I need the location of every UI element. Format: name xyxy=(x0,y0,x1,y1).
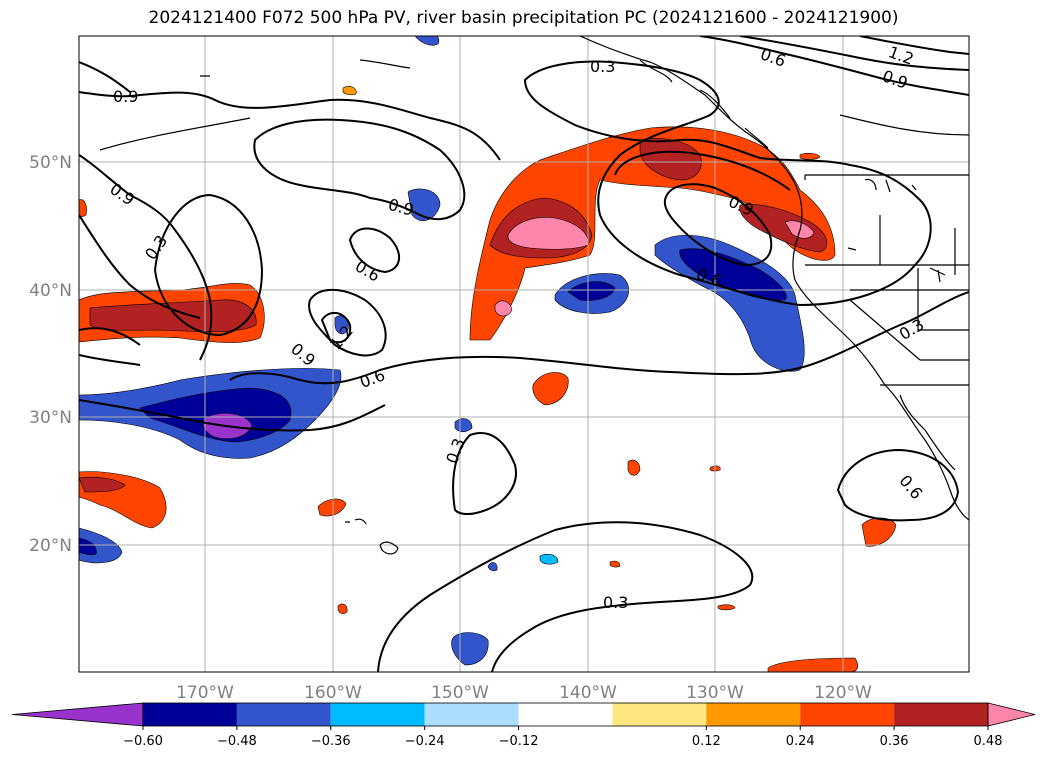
negative-anomaly-small-8 xyxy=(487,562,498,572)
lon-label: 130°W xyxy=(686,683,744,703)
positive-anomaly-peak-2 xyxy=(494,300,513,317)
negative-anomaly-small-4 xyxy=(334,315,349,335)
positive-anomaly-small-10 xyxy=(337,603,348,614)
colorbar-segment xyxy=(800,703,895,726)
positive-anomaly-peak-3 xyxy=(784,220,815,239)
colorbar-segment xyxy=(894,703,988,726)
positive-anomaly-small-4 xyxy=(861,517,897,547)
longitude-labels: 170°W 160°W 150°W 140°W 130°W 120°W xyxy=(176,683,872,703)
lon-label: 160°W xyxy=(304,683,362,703)
positive-anomaly-small-13 xyxy=(609,560,621,568)
colorbar-border xyxy=(142,702,989,727)
lat-label: 50°N xyxy=(29,153,72,173)
positive-anomaly-small-9 xyxy=(799,152,821,160)
colorbar-tick-label: 0.24 xyxy=(786,734,815,749)
positive-anomaly-region-ne-pacific xyxy=(469,126,836,341)
colorbar-tick-label: 0.36 xyxy=(880,734,909,749)
map-border xyxy=(78,35,970,673)
lon-label: 140°W xyxy=(559,683,617,703)
colorbar-tick-label: 0.48 xyxy=(974,734,1003,749)
lon-label: 120°W xyxy=(814,683,872,703)
colorbar-segment xyxy=(612,703,707,726)
colorbar-tick-label: −0.24 xyxy=(405,734,445,749)
colorbar-tick-label: −0.36 xyxy=(311,734,351,749)
colorbar-extend-max xyxy=(987,702,1036,727)
colorbar-segment xyxy=(706,703,801,726)
contour-label: 0.3 xyxy=(603,593,628,612)
colorbar-extend-min xyxy=(11,702,144,727)
colorbar-segment xyxy=(236,703,331,726)
negative-anomaly-small-2-core xyxy=(79,537,97,556)
pv-contours xyxy=(79,36,969,672)
lon-label: 150°W xyxy=(431,683,489,703)
lat-label: 30°N xyxy=(29,408,72,428)
lat-label: 20°N xyxy=(29,536,72,556)
positive-anomaly-core-3 xyxy=(739,204,828,253)
colorbar-tick-label: −0.48 xyxy=(217,734,257,749)
negative-anomaly-core-ne xyxy=(679,248,787,301)
positive-anomaly-small-1 xyxy=(532,372,569,406)
map-plot-area: 0.9 0.9 0.3 0.6 0.9 1.2 0.6 0.9 0.3 0.6 … xyxy=(79,36,969,672)
colorbar-segment xyxy=(330,703,425,726)
contour-label: 0.3 xyxy=(590,57,615,76)
negative-anomaly-small-6 xyxy=(454,418,473,433)
colorbar-segment xyxy=(518,703,613,726)
colorbar-segment xyxy=(143,703,237,726)
positive-anomaly-small-12 xyxy=(717,604,736,611)
colorbar-tick-label: −0.60 xyxy=(123,734,163,749)
lon-label: 170°W xyxy=(176,683,234,703)
lat-label: 40°N xyxy=(29,281,72,301)
negative-anomaly-small-3 xyxy=(451,632,489,666)
coastlines xyxy=(99,36,969,555)
colorbar: −0.60 −0.48 −0.36 −0.24 −0.12 0.12 0.24 0.36 0.4… xyxy=(11,702,1036,749)
positive-anomaly-small-3 xyxy=(317,498,347,517)
colorbar-segment xyxy=(424,703,519,726)
colorbar-tick-label: −0.12 xyxy=(499,734,539,749)
colorbar-tick-label: 0.12 xyxy=(692,734,721,749)
positive-anomaly-small-6 xyxy=(627,459,641,476)
negative-anomaly-small-7 xyxy=(539,553,559,565)
positive-anomaly-small-2-core xyxy=(79,476,126,493)
latitude-labels: 50°N 40°N 30°N 20°N xyxy=(29,153,72,556)
contour-label: 0.9 xyxy=(113,87,138,106)
negative-anomaly-core-2 xyxy=(567,281,616,301)
map-title: 2024121400 F072 500 hPa PV, river basin … xyxy=(148,8,899,28)
positive-anomaly-small-8 xyxy=(342,86,357,96)
